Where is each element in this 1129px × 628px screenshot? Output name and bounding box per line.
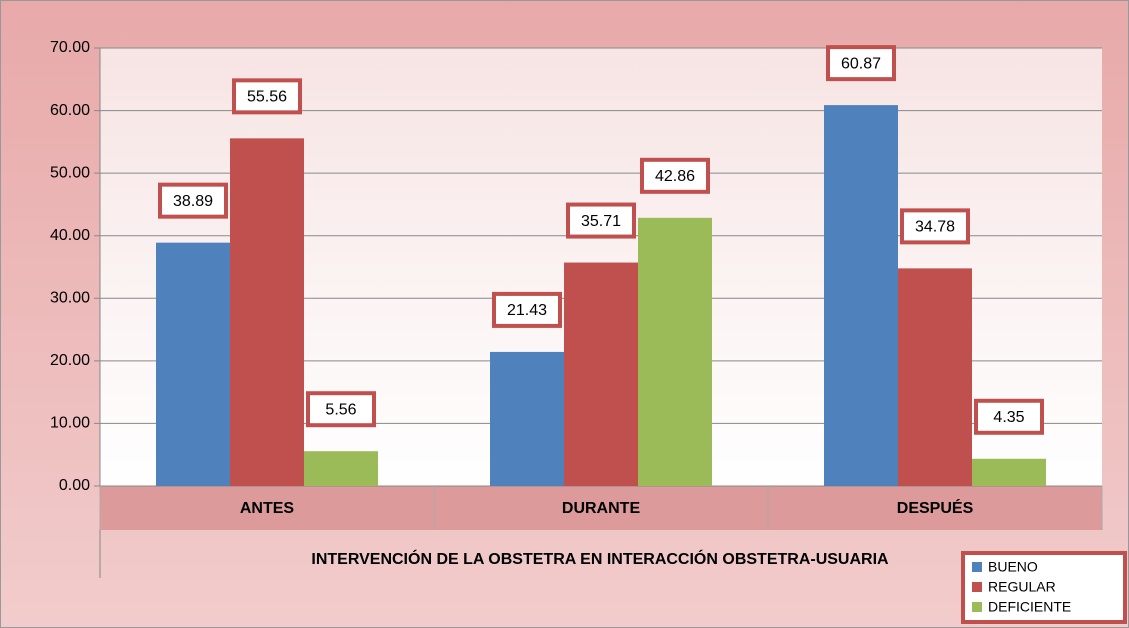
bar [156, 242, 230, 486]
bar [490, 351, 564, 486]
legend-swatch [972, 602, 982, 612]
x-tick-label: DESPUÉS [897, 498, 974, 517]
x-tick-label: DURANTE [562, 500, 641, 517]
bar [638, 217, 712, 487]
y-tick-label: 20.00 [50, 352, 90, 369]
bar [304, 451, 378, 486]
data-label: 5.56 [325, 401, 356, 418]
data-label: 55.56 [247, 89, 287, 106]
data-label: 4.35 [993, 409, 1024, 426]
legend-label: DEFICIENTE [988, 599, 1071, 615]
bar [230, 138, 304, 486]
category-band [100, 486, 1102, 530]
legend-swatch [972, 582, 982, 592]
bar [564, 262, 638, 486]
data-label: 42.86 [655, 168, 695, 185]
y-tick-label: 0.00 [59, 477, 90, 494]
bar [972, 458, 1046, 486]
y-tick-label: 40.00 [50, 227, 90, 244]
bar [898, 268, 972, 486]
y-tick-label: 10.00 [50, 415, 90, 432]
data-label-box [492, 291, 562, 328]
y-tick-label: 50.00 [50, 164, 90, 181]
legend-label: BUENO [988, 559, 1038, 575]
data-label: 21.43 [507, 302, 547, 319]
y-tick-label: 70.00 [50, 39, 90, 56]
data-label: 35.71 [581, 213, 621, 230]
data-label-box [158, 182, 228, 219]
data-label-box [974, 398, 1044, 435]
bar [824, 105, 898, 486]
data-label-box [306, 391, 376, 428]
data-label: 38.89 [173, 193, 213, 210]
data-label: 34.78 [915, 219, 955, 236]
data-label-box [640, 157, 710, 194]
data-label: 60.87 [841, 55, 881, 72]
data-label-box [566, 202, 636, 239]
x-axis-title: INTERVENCIÓN DE LA OBSTETRA EN INTERACCI… [311, 549, 889, 568]
data-label-box [232, 78, 302, 115]
x-tick-label: ANTES [240, 500, 295, 517]
data-label-box [826, 45, 896, 82]
data-label-box [900, 208, 970, 245]
y-tick-label: 60.00 [50, 102, 90, 119]
y-tick-label: 30.00 [50, 290, 90, 307]
legend-label: REGULAR [988, 579, 1056, 595]
legend-swatch [972, 562, 982, 572]
legend-box [961, 551, 1127, 624]
